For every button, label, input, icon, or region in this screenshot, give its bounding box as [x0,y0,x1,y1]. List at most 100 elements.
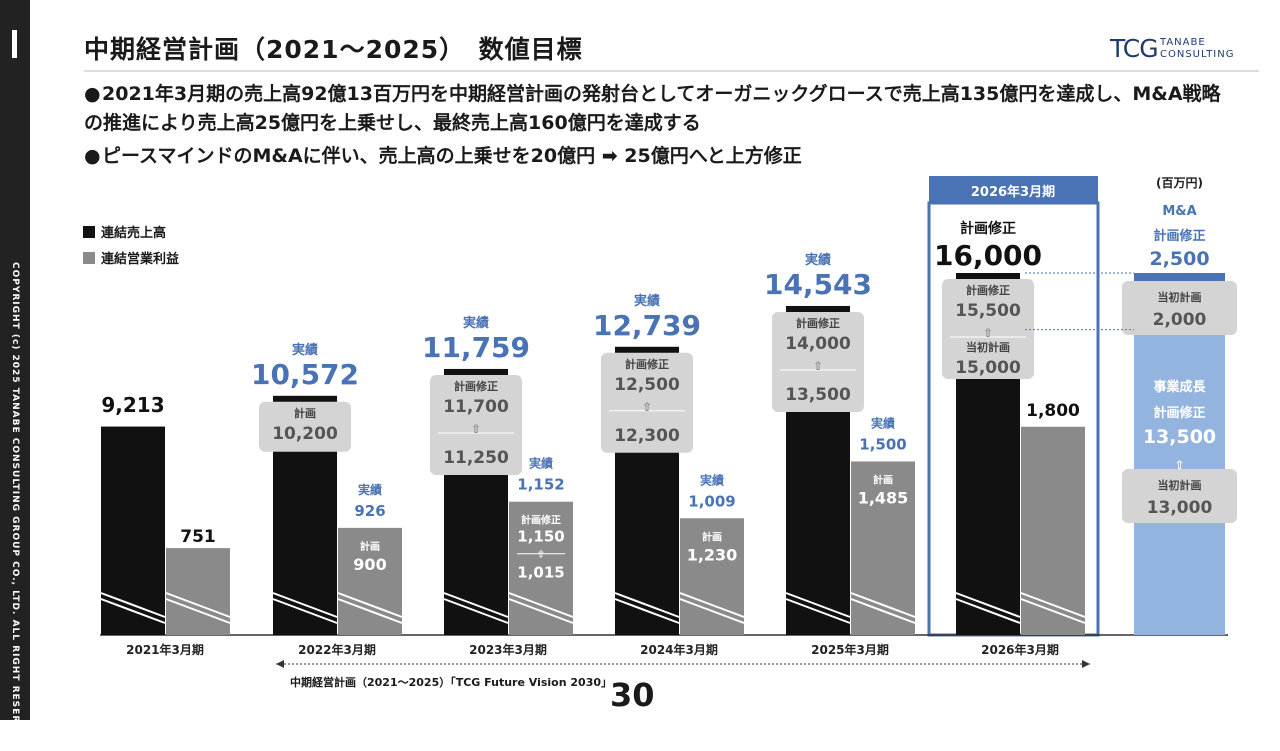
axis-break [443,592,509,618]
legend-op-swatch [83,251,95,264]
op-plan-value: 1,150 [517,528,564,546]
category-label: 2025年3月期 [811,642,889,657]
op-plan-value: 1,230 [687,545,738,564]
sales-plan-value: 10,200 [272,424,338,444]
op-value-label: 1,009 [688,492,735,510]
op-plan-label: 計画修正 [521,514,561,527]
bullet-2-text: ピースマインドのM&Aに伴い、売上高の上乗せを20億円 ➡ 25億円へと上方修正 [102,145,802,167]
legend-sales-label: 連結売上高 [101,226,167,241]
op-plan-value: 900 [353,555,386,574]
op-plan-value: 1,485 [858,488,909,507]
op-value-label: 1,800 [1026,401,1080,421]
sales-plan-orig-label: 当初計画 [966,340,1010,354]
op-kind-label: 実績 [700,472,724,487]
axis-break [850,592,916,618]
sales-plan-value: 14,000 [785,334,851,354]
plan-period-arrow-right [1082,660,1090,668]
sales-plan-label: 計画修正 [625,357,669,371]
plan-arrow-icon: ⇧ [983,326,993,340]
axis-break [1020,592,1086,618]
sales-kind-label: 実績 [463,315,489,331]
organic-value: 13,500 [1143,426,1216,448]
axis-break [100,598,166,624]
ma-value: 2,500 [1149,248,1209,270]
sales-value-label: 16,000 [934,239,1042,272]
legend-sales: 連結売上高 [83,222,166,241]
axis-break [337,592,403,618]
axis-break [614,592,680,618]
op-plan-label: 計画 [702,530,722,543]
ma-orig-label: 当初計画 [1158,290,1202,304]
ma-orig-box [1122,281,1237,335]
axis-break [614,598,680,624]
left-strip: COPYRIGHT (c) 2025 TANABE CONSULTING GRO… [0,0,30,751]
op-bar [1021,426,1085,635]
plan-arrow-icon: ⇧ [642,400,652,414]
sales-value-label: 12,739 [593,309,701,342]
axis-break [272,598,338,624]
sales-plan-value: 15,500 [955,301,1021,321]
axis-break [679,598,745,624]
sales-kind-label: 実績 [805,252,831,268]
plan-period-arrow-left [276,660,284,668]
axis-break [1020,598,1086,624]
organic-title: 事業成長 [1153,379,1206,395]
sales-plan-box [601,352,693,453]
sales-plan-orig-value: 15,000 [955,358,1021,378]
legend-sales-swatch [83,225,95,238]
axis-break [272,592,338,618]
sales-plan-value: 11,700 [443,397,509,417]
header-divider [84,70,1259,72]
sales-value-label: 10,572 [251,358,359,391]
op-value-label: 1,152 [517,476,564,494]
axis-break [165,592,231,618]
axis-break [955,598,1021,624]
sales-kind-label: 実績 [634,293,660,309]
category-label: 2021年3月期 [126,642,204,657]
sales-plan-box [430,374,522,475]
sales-bar [101,426,165,635]
category-label: 2024年3月期 [640,642,718,657]
bullet-dot: ● [84,145,101,167]
sales-plan-orig-value: 12,300 [614,426,680,446]
sales-plan-box [772,311,864,412]
axis-break [679,592,745,618]
ma-orig-value: 2,000 [1153,310,1207,330]
sales-plan-box [942,279,1034,379]
op-plan-label: 計画 [873,473,893,486]
op-bar [680,518,744,635]
logo-line1: TANABE [1160,37,1206,48]
category-label: 2022年3月期 [298,642,376,657]
plan-arrow-icon: ⇧ [471,422,481,436]
bullet-2: ●ピースマインドのM&Aに伴い、売上高の上乗せを20億円 ➡ 25億円へと上方修… [84,142,802,171]
plan-arrow-icon: ⇧ [813,359,823,373]
axis-break [443,598,509,624]
sales-value-label: 9,213 [101,393,164,417]
bullet-dot: ● [84,83,101,105]
unit-label: (百万円) [1156,176,1203,190]
axis-break [337,598,403,624]
axis-break [785,592,851,618]
axis-break [955,592,1021,618]
sales-plan-label: 計画修正 [966,283,1010,297]
ma-title: M&A [1162,204,1196,219]
op-kind-label: 実績 [358,482,382,497]
sales-plan-box [259,401,351,452]
logo-mark: TCG [1110,34,1159,63]
op-plan-orig-value: 1,015 [517,564,564,582]
op-kind-label: 実績 [871,415,895,430]
op-value-label: 926 [354,502,385,520]
logo-line2: CONSULTING [1160,49,1235,60]
sales-kind-label: 実績 [292,342,318,358]
op-value-label: 751 [180,527,216,547]
op-bar [338,527,402,635]
axis-break [850,598,916,624]
axis-break [508,598,574,624]
axis-break [508,592,574,618]
op-kind-label: 実績 [529,456,553,471]
organic-orig-box [1122,469,1237,523]
organic-subtitle: 計画修正 [1153,405,1205,421]
category-label: 2026年3月期 [981,642,1059,657]
sales-plan-value: 12,500 [614,375,680,395]
sales-kind-label: 計画修正 [960,220,1016,237]
